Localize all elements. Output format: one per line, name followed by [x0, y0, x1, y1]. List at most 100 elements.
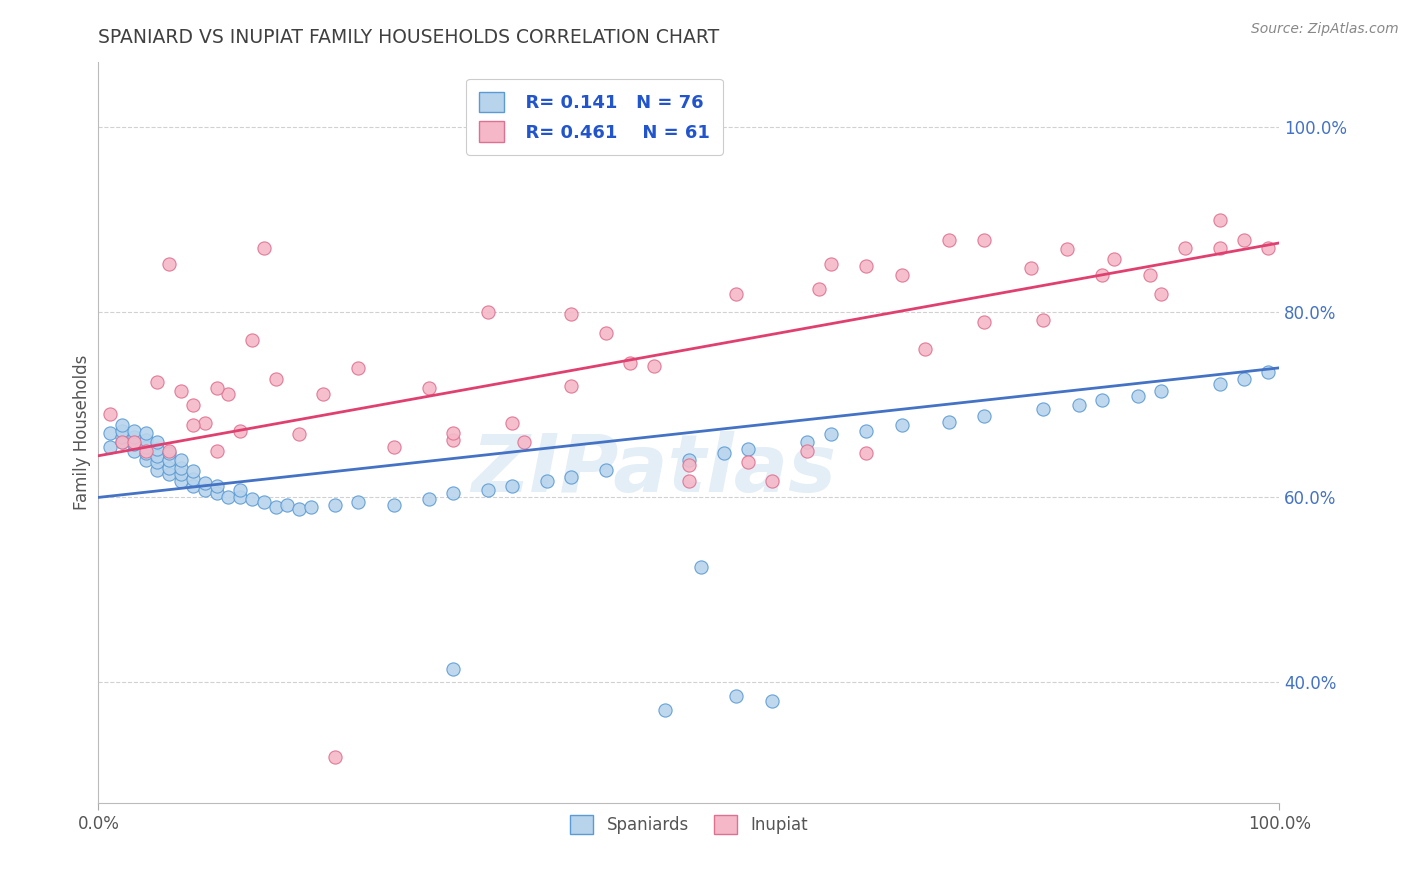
- Point: [1032, 402, 1054, 417]
- Point: [135, 446, 157, 460]
- Point: [382, 440, 405, 454]
- Point: [382, 498, 405, 512]
- Point: [146, 449, 169, 463]
- Point: [181, 418, 204, 433]
- Point: [229, 483, 252, 497]
- Point: [678, 474, 700, 488]
- Point: [264, 372, 287, 386]
- Point: [98, 407, 121, 421]
- Point: [135, 453, 157, 467]
- Point: [1150, 286, 1173, 301]
- Point: [205, 485, 228, 500]
- Point: [122, 430, 145, 444]
- Point: [1056, 243, 1078, 257]
- Point: [122, 436, 145, 450]
- Point: [1257, 366, 1279, 380]
- Point: [253, 240, 276, 255]
- Point: [240, 333, 263, 347]
- Point: [441, 485, 464, 500]
- Point: [973, 233, 995, 247]
- Point: [205, 479, 228, 493]
- Point: [1209, 377, 1232, 392]
- Point: [1102, 252, 1125, 266]
- Point: [135, 425, 157, 440]
- Point: [253, 495, 276, 509]
- Point: [170, 474, 193, 488]
- Point: [157, 444, 180, 458]
- Point: [347, 360, 370, 375]
- Point: [194, 475, 217, 490]
- Point: [678, 458, 700, 472]
- Point: [1091, 393, 1114, 408]
- Point: [146, 455, 169, 469]
- Point: [595, 326, 617, 340]
- Point: [938, 415, 960, 429]
- Point: [157, 467, 180, 482]
- Point: [111, 418, 134, 433]
- Point: [170, 460, 193, 475]
- Point: [135, 440, 157, 454]
- Point: [560, 307, 582, 321]
- Point: [737, 455, 759, 469]
- Point: [217, 491, 239, 505]
- Point: [111, 434, 134, 449]
- Point: [796, 434, 818, 449]
- Point: [973, 409, 995, 423]
- Point: [725, 690, 748, 704]
- Point: [761, 694, 783, 708]
- Point: [619, 356, 641, 370]
- Point: [855, 446, 877, 460]
- Text: Source: ZipAtlas.com: Source: ZipAtlas.com: [1251, 22, 1399, 37]
- Point: [135, 433, 157, 447]
- Point: [323, 749, 346, 764]
- Point: [181, 479, 204, 493]
- Point: [820, 257, 842, 271]
- Point: [441, 425, 464, 440]
- Point: [1257, 240, 1279, 255]
- Point: [938, 233, 960, 247]
- Point: [194, 483, 217, 497]
- Point: [1209, 240, 1232, 255]
- Point: [1139, 268, 1161, 283]
- Point: [299, 500, 322, 514]
- Point: [536, 474, 558, 488]
- Point: [170, 453, 193, 467]
- Point: [98, 425, 121, 440]
- Point: [1032, 312, 1054, 326]
- Point: [796, 444, 818, 458]
- Point: [737, 442, 759, 457]
- Point: [170, 467, 193, 482]
- Point: [725, 286, 748, 301]
- Point: [205, 381, 228, 395]
- Point: [441, 433, 464, 447]
- Point: [855, 424, 877, 438]
- Point: [477, 305, 499, 319]
- Point: [1209, 212, 1232, 227]
- Point: [217, 386, 239, 401]
- Point: [111, 430, 134, 444]
- Point: [170, 384, 193, 398]
- Point: [229, 491, 252, 505]
- Point: [157, 460, 180, 475]
- Point: [146, 434, 169, 449]
- Point: [312, 386, 335, 401]
- Point: [501, 417, 523, 431]
- Point: [914, 343, 936, 357]
- Point: [1021, 260, 1043, 275]
- Point: [288, 427, 311, 442]
- Point: [122, 444, 145, 458]
- Point: [240, 492, 263, 507]
- Point: [477, 483, 499, 497]
- Point: [418, 381, 440, 395]
- Point: [595, 462, 617, 476]
- Point: [689, 559, 711, 574]
- Point: [678, 453, 700, 467]
- Point: [1067, 398, 1090, 412]
- Point: [194, 417, 217, 431]
- Point: [1091, 268, 1114, 283]
- Point: [146, 442, 169, 457]
- Point: [157, 446, 180, 460]
- Point: [157, 257, 180, 271]
- Point: [1126, 389, 1149, 403]
- Point: [122, 424, 145, 438]
